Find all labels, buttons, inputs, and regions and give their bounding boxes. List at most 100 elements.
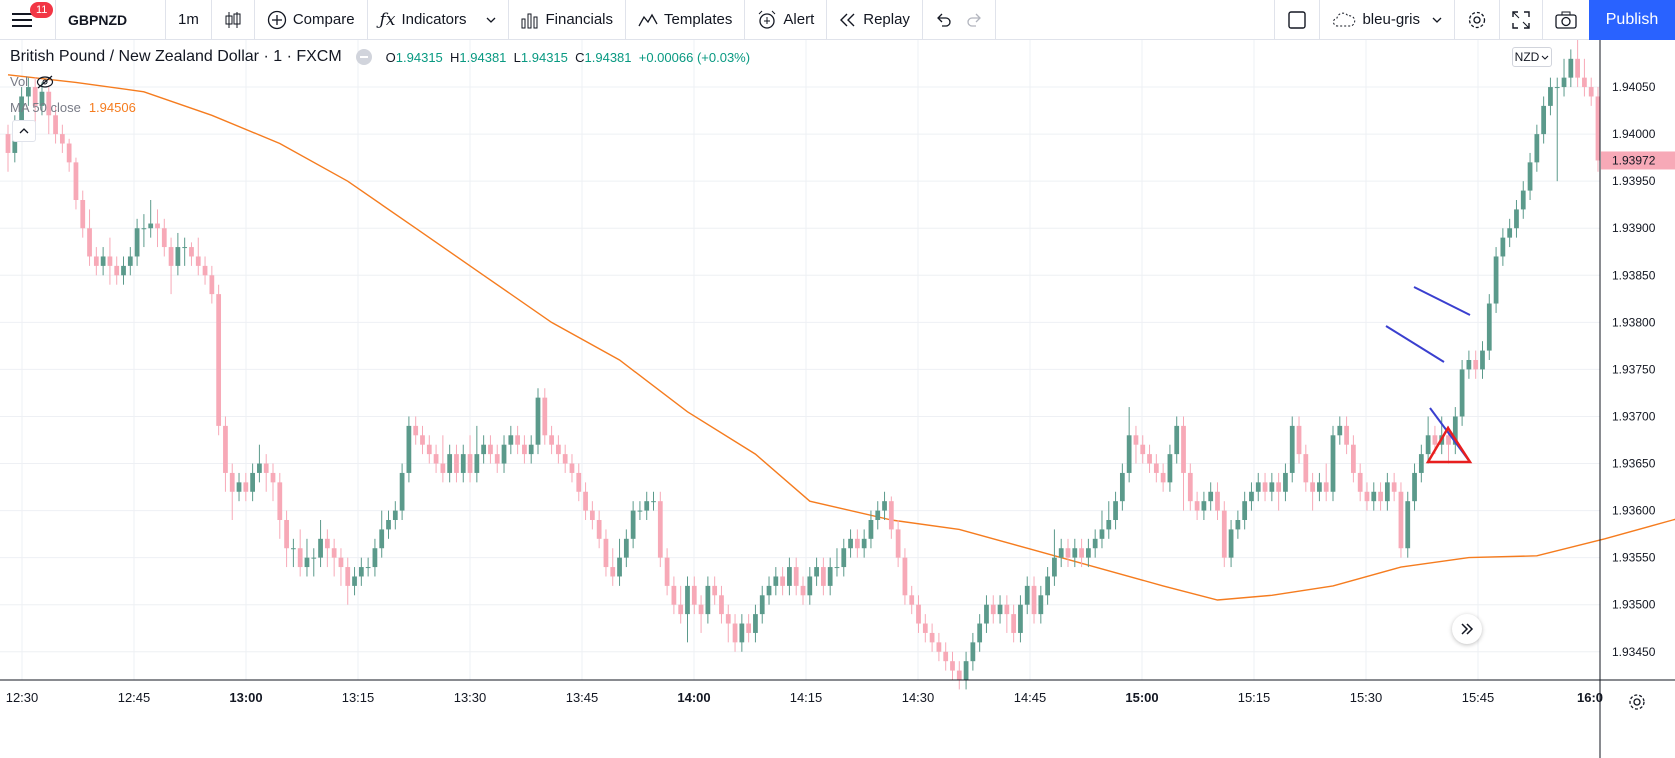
candle	[528, 435, 534, 464]
candle	[1486, 294, 1492, 360]
settings-button[interactable]	[1455, 0, 1500, 40]
interval-button[interactable]: 1m	[166, 0, 212, 40]
candle	[1418, 444, 1424, 483]
redo-icon[interactable]	[967, 13, 983, 27]
candle	[1242, 491, 1248, 530]
x-tick-label: 15:45	[1462, 690, 1495, 705]
candle	[1459, 360, 1465, 426]
layout-name-button[interactable]: bleu-gris	[1320, 0, 1455, 40]
candle	[950, 651, 955, 680]
candle	[202, 256, 208, 285]
currency-button[interactable]: NZD	[1512, 47, 1552, 67]
candle	[895, 520, 901, 568]
chart-legend: British Pound / New Zealand Dollar · 1 ·…	[10, 48, 750, 66]
function-icon: ƒx	[379, 9, 396, 30]
candle	[148, 200, 154, 238]
candle	[175, 232, 181, 276]
candle	[630, 501, 636, 549]
fullscreen-button[interactable]	[1500, 0, 1543, 40]
candle	[406, 416, 412, 483]
collapse-legend-button[interactable]	[12, 120, 36, 142]
candle	[922, 614, 928, 643]
candle	[522, 435, 527, 464]
candle	[1276, 472, 1282, 511]
candle	[787, 557, 792, 596]
symbol-title[interactable]: British Pound / New Zealand Dollar · 1 ·…	[10, 48, 342, 65]
candle	[1317, 472, 1322, 502]
candle	[800, 576, 806, 605]
snapshot-button[interactable]	[1543, 0, 1589, 40]
layout-name-label: bleu-gris	[1362, 11, 1420, 28]
candle	[53, 105, 58, 144]
menu-button[interactable]: 11	[0, 0, 56, 40]
candle	[134, 218, 140, 266]
candle	[1310, 472, 1315, 511]
top-toolbar: 11 GBPNZD 1m Compare ƒx Indicators Finan…	[0, 0, 1675, 40]
legend-toggle-icon[interactable]	[355, 49, 372, 65]
candle	[1554, 77, 1560, 182]
candle	[943, 642, 949, 671]
candle	[678, 585, 684, 624]
volume-legend[interactable]: Vol	[10, 74, 54, 89]
candle	[984, 595, 989, 633]
layout-select-button[interactable]	[1274, 0, 1321, 40]
eye-hidden-icon[interactable]	[36, 75, 54, 89]
candle	[114, 256, 120, 285]
candle	[87, 209, 92, 266]
replay-button[interactable]: Replay	[827, 0, 923, 40]
x-tick-label: 16:0	[1577, 690, 1603, 705]
candle	[977, 614, 983, 652]
compare-button[interactable]: Compare	[255, 0, 368, 40]
financials-button[interactable]: Financials	[509, 0, 627, 40]
candle	[698, 595, 704, 633]
candle	[746, 614, 752, 643]
candle	[1024, 576, 1030, 615]
time-axis: 12:30 12:45 13:00 13:15 13:30 13:45 14:00 14:15…	[0, 679, 1675, 710]
alert-label: Alert	[783, 11, 815, 28]
alert-button[interactable]: Alert	[745, 0, 828, 40]
candle	[1113, 491, 1118, 530]
candle	[1480, 341, 1485, 379]
candle	[1466, 350, 1472, 379]
candle	[888, 496, 894, 539]
indicators-button[interactable]: ƒx Indicators	[368, 0, 510, 40]
open-value: 1.94315	[395, 49, 443, 65]
price-chart[interactable]: 1.94050 1.94000 1.93950 1.93900 1.93850 1.938…	[0, 40, 1675, 758]
candle	[291, 538, 296, 568]
close-value: 1.94381	[584, 49, 632, 65]
candle	[569, 454, 575, 483]
candle	[297, 529, 303, 577]
x-tick-label: 14:30	[902, 690, 935, 705]
chevron-up-icon	[19, 128, 29, 134]
candle	[1065, 538, 1071, 568]
candle	[59, 124, 65, 153]
candle	[990, 595, 996, 624]
candle	[1004, 595, 1010, 633]
scroll-to-realtime-button[interactable]	[1452, 614, 1482, 644]
candle	[848, 529, 853, 558]
candle	[1351, 435, 1356, 483]
x-tick-label: 14:15	[790, 690, 823, 705]
candle	[243, 472, 249, 502]
symbol-search[interactable]: GBPNZD	[56, 0, 166, 40]
candle	[5, 124, 11, 172]
chart-type-button[interactable]	[212, 0, 255, 40]
candle	[1086, 538, 1091, 568]
candle	[467, 435, 473, 483]
candle	[902, 548, 908, 605]
ma-legend[interactable]: MA 50 close 1.94506	[10, 100, 136, 115]
candle	[1133, 425, 1139, 464]
candle	[93, 247, 99, 276]
undo-icon[interactable]	[935, 13, 951, 27]
candle	[1249, 482, 1254, 511]
chevron-down-icon	[1541, 55, 1549, 60]
x-tick-label: 14:00	[677, 690, 710, 705]
candle	[229, 463, 235, 520]
publish-button[interactable]: Publish	[1589, 0, 1675, 40]
candle	[223, 416, 228, 492]
candle	[1119, 463, 1125, 511]
chart-grid	[0, 40, 1600, 680]
candle	[807, 567, 813, 605]
candle	[1541, 96, 1547, 144]
templates-button[interactable]: Templates	[626, 0, 746, 40]
